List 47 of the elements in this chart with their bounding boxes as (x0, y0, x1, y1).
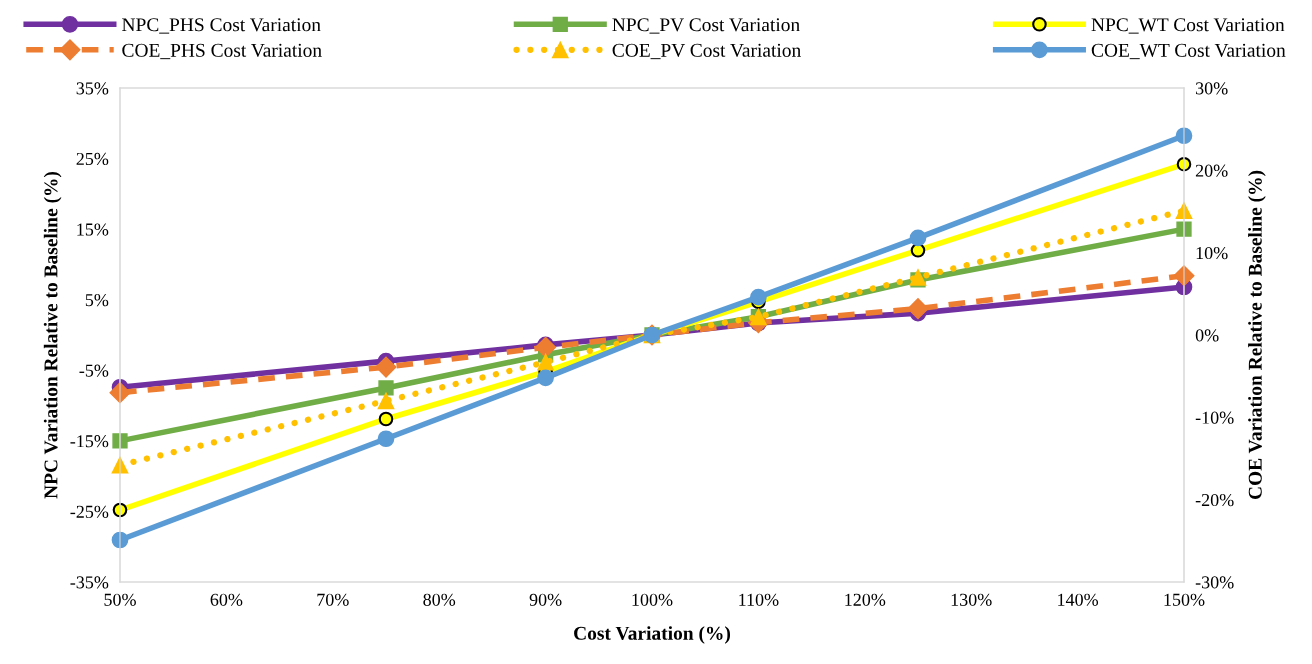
x-tick-label: 60% (210, 593, 243, 606)
x-tick-label: 130% (951, 593, 992, 606)
legend-label: NPC_WT Cost Variation (1091, 18, 1285, 34)
y-tick-label: 5% (85, 293, 109, 307)
y2-axis-title: COE Variation Relative to Baseline (%) (1248, 170, 1266, 500)
y2-tick-label: 10% (1196, 246, 1228, 260)
x-tick-label: 50% (104, 593, 136, 606)
x-tick-label: 120% (845, 593, 886, 606)
y2-tick-label: 0% (1195, 329, 1219, 342)
y-axis-title: NPC Variation Relative to Baseline (%) (43, 171, 62, 499)
y2-tick-label: 30% (1195, 82, 1228, 95)
y-tick-label: -35% (70, 576, 109, 589)
x-tick-label: 80% (423, 593, 456, 606)
point (377, 392, 395, 410)
x-tick-label: 70% (317, 593, 349, 606)
point (378, 380, 394, 396)
y-tick-label: -5% (79, 364, 109, 377)
y-tick-label: -25% (70, 505, 109, 518)
y2-tick-label: -20% (1195, 493, 1234, 507)
point (907, 298, 929, 320)
x-tick-label: 110% (739, 593, 779, 606)
y-tick-label: 15% (77, 223, 109, 236)
y-tick-label: 25% (76, 152, 109, 166)
point (537, 353, 554, 371)
y2-tick-label: -10% (1195, 411, 1234, 424)
point (750, 288, 767, 306)
point (909, 229, 927, 247)
x-tick-label: 90% (529, 593, 562, 606)
legend-label: COE_WT Cost Variation (1091, 43, 1286, 60)
legend-label: COE_PV Cost Variation (612, 43, 801, 60)
x-axis-title: Cost Variation (%) (574, 626, 731, 644)
y2-tick-label: -30% (1195, 576, 1234, 589)
point (112, 433, 128, 449)
point (378, 411, 394, 427)
y-tick-label: 35% (76, 82, 109, 95)
legend-label: COE_PHS Cost Variation (122, 43, 322, 60)
x-tick-label: 150% (1164, 593, 1205, 606)
y-tick-label: -15% (70, 435, 109, 448)
x-tick-label: 100% (632, 593, 673, 606)
point (1176, 221, 1192, 237)
legend-label: NPC_PV Cost Variation (612, 18, 800, 34)
y2-tick-label: 20% (1195, 164, 1228, 177)
point (377, 430, 395, 448)
legend-label: NPC_PHS Cost Variation (122, 18, 321, 34)
point (375, 356, 397, 378)
x-tick-label: 140% (1058, 593, 1099, 606)
point (537, 369, 554, 387)
